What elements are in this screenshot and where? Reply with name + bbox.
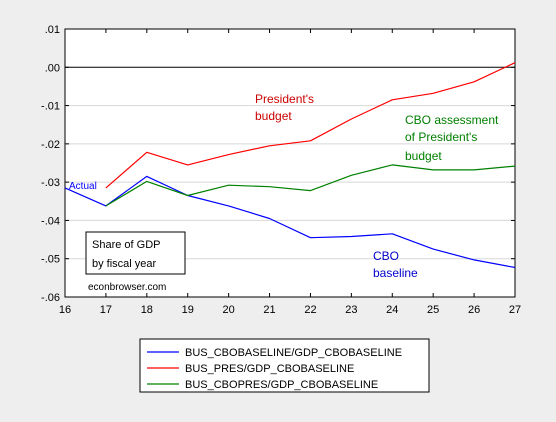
cbo-assessment-annotation-line3: budget	[405, 149, 442, 163]
y-tick-label: -.06	[41, 292, 60, 304]
presidents-budget-annotation-line2: budget	[255, 109, 292, 123]
legend-label: BUS_PRES/GDP_CBOBASELINE	[185, 363, 354, 375]
cbo-assessment-annotation-line2: of President's	[405, 130, 477, 144]
series-lines	[64, 62, 516, 269]
legend-label: BUS_CBOPRES/GDP_CBOBASELINE	[185, 379, 378, 391]
y-tick-label: -.02	[41, 139, 60, 151]
grid-lines	[65, 66, 515, 260]
x-tick-label: 22	[304, 304, 316, 316]
x-tick-label: 17	[100, 304, 112, 316]
legend-box	[139, 338, 430, 393]
y-tick-label: .00	[45, 62, 60, 74]
legend-label: BUS_CBOBASELINE/GDP_CBOBASELINE	[185, 347, 402, 359]
x-tick-label: 26	[468, 304, 480, 316]
note-box-line1: Share of GDP	[92, 239, 160, 251]
x-tick-label: 20	[223, 304, 235, 316]
cbo-assessment-annotation-line1: CBO assessment	[405, 113, 499, 127]
legend-items: BUS_CBOBASELINE/GDP_CBOBASELINE BUS_PRES/…	[147, 347, 402, 391]
y-tick-label: .01	[45, 24, 60, 36]
y-tick-label: -.03	[41, 177, 60, 189]
series-line-1	[64, 175, 516, 269]
x-tick-label: 23	[345, 304, 357, 316]
y-tick-label: -.04	[41, 215, 60, 227]
annotations: Actual President's budget CBO assessment…	[69, 92, 499, 293]
note-box	[85, 231, 186, 275]
note-box-line2: by fiscal year	[92, 258, 157, 270]
series-line-3	[105, 164, 516, 207]
actual-annotation: Actual	[69, 181, 97, 192]
cbo-baseline-annotation-line2: baseline	[373, 266, 418, 280]
x-tick-label: 27	[509, 304, 521, 316]
x-tick-label: 24	[386, 304, 398, 316]
presidents-budget-annotation-line1: President's	[255, 92, 314, 106]
x-tick-label: 19	[182, 304, 194, 316]
series-line-2	[105, 62, 516, 189]
legend: BUS_CBOBASELINE/GDP_CBOBASELINE BUS_PRES/…	[139, 338, 430, 393]
y-tick-label: -.01	[41, 101, 60, 113]
x-tick-label: 25	[427, 304, 439, 316]
y-tick-label: -.05	[41, 254, 60, 266]
cbo-baseline-annotation-line1: CBO	[373, 249, 399, 263]
source-annotation: econbrowser.com	[88, 282, 166, 293]
x-tick-label: 16	[59, 304, 71, 316]
x-tick-label: 18	[141, 304, 153, 316]
x-tick-label: 21	[263, 304, 275, 316]
